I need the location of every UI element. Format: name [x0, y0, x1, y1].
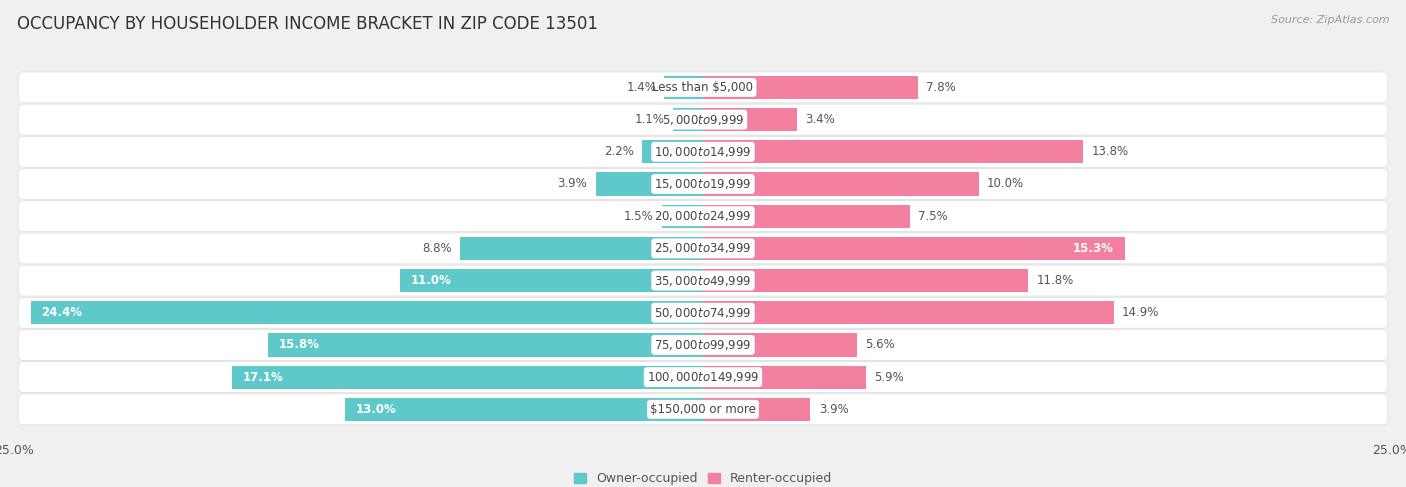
Bar: [662, 205, 703, 228]
Bar: [461, 237, 703, 260]
Bar: [703, 140, 1083, 163]
Bar: [344, 398, 703, 421]
Text: 3.9%: 3.9%: [818, 403, 848, 416]
Text: 2.2%: 2.2%: [605, 145, 634, 158]
Text: 1.1%: 1.1%: [634, 113, 665, 126]
FancyBboxPatch shape: [18, 297, 1388, 328]
Text: 24.4%: 24.4%: [42, 306, 83, 319]
Text: 13.0%: 13.0%: [356, 403, 396, 416]
FancyBboxPatch shape: [18, 72, 1388, 103]
Bar: [596, 172, 703, 196]
Text: 10.0%: 10.0%: [987, 177, 1024, 190]
Text: 5.6%: 5.6%: [866, 338, 896, 352]
Text: Source: ZipAtlas.com: Source: ZipAtlas.com: [1271, 15, 1389, 25]
Legend: Owner-occupied, Renter-occupied: Owner-occupied, Renter-occupied: [574, 472, 832, 485]
FancyBboxPatch shape: [18, 169, 1388, 200]
Bar: [267, 334, 703, 356]
Text: $20,000 to $24,999: $20,000 to $24,999: [654, 209, 752, 223]
Text: 13.8%: 13.8%: [1091, 145, 1129, 158]
Bar: [703, 334, 858, 356]
Text: Less than $5,000: Less than $5,000: [652, 81, 754, 94]
Text: 3.4%: 3.4%: [806, 113, 835, 126]
Text: 8.8%: 8.8%: [423, 242, 453, 255]
Text: 1.4%: 1.4%: [626, 81, 657, 94]
FancyBboxPatch shape: [18, 233, 1388, 264]
FancyBboxPatch shape: [18, 265, 1388, 296]
Text: $150,000 or more: $150,000 or more: [650, 403, 756, 416]
Text: 11.0%: 11.0%: [411, 274, 451, 287]
Text: 11.8%: 11.8%: [1036, 274, 1074, 287]
Bar: [703, 366, 866, 389]
FancyBboxPatch shape: [18, 201, 1388, 232]
Bar: [665, 76, 703, 99]
Text: 14.9%: 14.9%: [1122, 306, 1160, 319]
Bar: [703, 398, 810, 421]
Text: $15,000 to $19,999: $15,000 to $19,999: [654, 177, 752, 191]
Text: $100,000 to $149,999: $100,000 to $149,999: [647, 370, 759, 384]
Text: $5,000 to $9,999: $5,000 to $9,999: [662, 112, 744, 127]
Text: $10,000 to $14,999: $10,000 to $14,999: [654, 145, 752, 159]
Bar: [703, 108, 797, 131]
FancyBboxPatch shape: [18, 330, 1388, 360]
FancyBboxPatch shape: [18, 104, 1388, 135]
Text: 15.8%: 15.8%: [278, 338, 319, 352]
Text: 3.9%: 3.9%: [558, 177, 588, 190]
Text: 7.8%: 7.8%: [927, 81, 956, 94]
Bar: [399, 269, 703, 292]
Bar: [703, 237, 1125, 260]
Text: $75,000 to $99,999: $75,000 to $99,999: [654, 338, 752, 352]
Bar: [31, 301, 703, 324]
Text: 5.9%: 5.9%: [875, 371, 904, 384]
FancyBboxPatch shape: [18, 362, 1388, 393]
Bar: [703, 269, 1028, 292]
Bar: [703, 76, 918, 99]
Bar: [643, 140, 703, 163]
FancyBboxPatch shape: [18, 136, 1388, 167]
Text: 7.5%: 7.5%: [918, 210, 948, 223]
Bar: [703, 205, 910, 228]
FancyBboxPatch shape: [18, 394, 1388, 425]
Bar: [703, 301, 1114, 324]
Text: 1.5%: 1.5%: [624, 210, 654, 223]
Text: $35,000 to $49,999: $35,000 to $49,999: [654, 274, 752, 287]
Bar: [672, 108, 703, 131]
Text: 17.1%: 17.1%: [243, 371, 284, 384]
Text: $50,000 to $74,999: $50,000 to $74,999: [654, 306, 752, 320]
Text: OCCUPANCY BY HOUSEHOLDER INCOME BRACKET IN ZIP CODE 13501: OCCUPANCY BY HOUSEHOLDER INCOME BRACKET …: [17, 15, 598, 33]
Bar: [232, 366, 703, 389]
Text: $25,000 to $34,999: $25,000 to $34,999: [654, 242, 752, 255]
Bar: [703, 172, 979, 196]
Text: 15.3%: 15.3%: [1073, 242, 1114, 255]
